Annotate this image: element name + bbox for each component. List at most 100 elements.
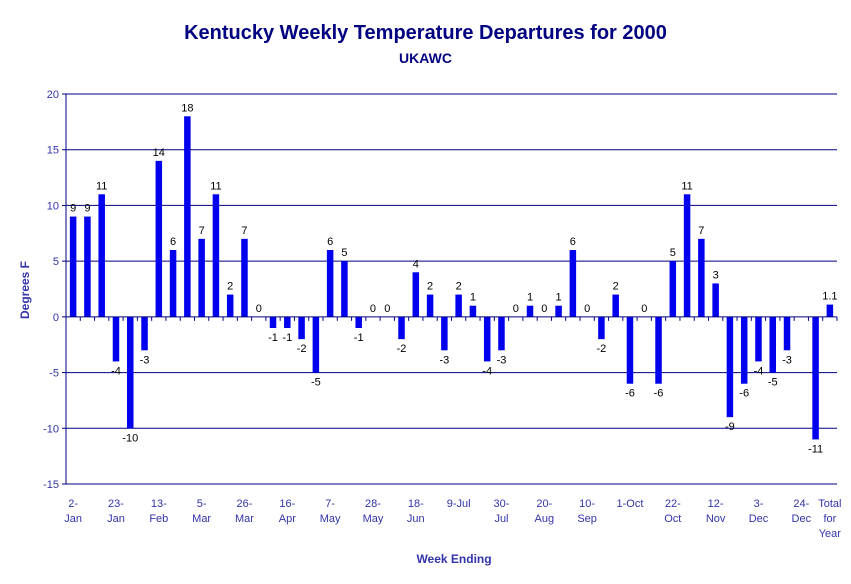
data-label: 7 [199,225,205,237]
data-label: -3 [782,354,792,366]
data-label: -3 [497,354,507,366]
bar [712,283,719,317]
x-tick-label: 12- [708,498,724,510]
x-tick-label: Oct [664,513,681,525]
data-label: 7 [241,225,247,237]
x-tick-label: 1-Oct [617,498,644,510]
data-label: 6 [327,236,333,248]
y-tick-label: -5 [49,368,59,380]
data-label: 2 [456,281,462,293]
y-tick-label: 20 [47,89,59,101]
x-tick-label: 26- [237,498,253,510]
x-tick-label: Jun [407,513,425,525]
bar [112,316,120,362]
bar [526,305,534,317]
chart-title: Kentucky Weekly Temperature Departures f… [184,22,667,44]
bar [212,194,220,317]
bar [284,316,291,328]
data-label: -2 [397,343,407,355]
data-label: 11 [681,180,692,192]
bar [626,316,634,384]
data-label: 2 [427,281,433,293]
data-label: 5 [341,247,347,259]
bar [127,316,134,429]
x-tick-label: Apr [279,513,296,525]
bar [312,316,320,373]
data-label: 0 [256,303,262,315]
data-label: 9 [84,203,90,215]
x-tick-label: 2- [68,498,78,510]
bar [469,305,477,317]
data-label: 4 [413,258,419,270]
data-label: -5 [311,377,321,389]
y-tick-label: 5 [53,256,59,268]
y-tick-label: 15 [47,145,59,157]
data-label: 1 [556,292,562,304]
bars [69,116,834,440]
data-label: 2 [227,281,233,293]
x-tick-label: 20- [536,498,552,510]
data-label: 18 [181,102,193,114]
bar [241,238,248,317]
x-tick-labels: 2- Jan 23- Jan 13- Feb 5- Mar 26- Mar 16- Apr 7- May 2… [64,498,841,540]
x-axis-title: Week Ending [416,552,491,566]
chart-subtitle: UKAWC [399,50,452,66]
x-tick-label: 28- [365,498,381,510]
data-label: 0 [370,303,376,315]
x-tick-label: Year [819,528,842,540]
data-label: 0 [584,303,590,315]
x-tick-label: for [823,513,836,525]
x-tick-label: 13- [151,498,167,510]
y-tick-label: -10 [43,423,59,435]
data-label: -10 [122,432,138,444]
x-tick-label: May [363,513,384,525]
bar [298,316,305,340]
bar [412,272,420,317]
data-label: 3 [713,269,719,281]
bar [441,316,448,351]
data-label: 1.1 [822,291,837,303]
data-label: -6 [625,388,635,400]
x-tick-label: Jan [107,513,125,525]
bar [198,238,205,317]
x-tick-label: 30- [494,498,510,510]
x-tick-label: May [320,513,341,525]
bar [655,316,662,384]
data-label: 1 [470,292,476,304]
data-label: 6 [170,236,176,248]
bar [355,316,362,328]
bar [669,261,677,317]
data-label: 11 [210,180,221,192]
y-tick-label: 0 [53,312,59,324]
data-label: -3 [439,354,449,366]
bar [141,316,148,351]
bar [683,194,691,317]
bar [755,316,762,362]
x-tick-label: 24- [793,498,809,510]
data-label: 11 [96,180,107,192]
bar [698,238,705,317]
data-label: -4 [482,365,492,377]
data-label: -9 [725,421,735,433]
bar [812,316,819,440]
data-label: -4 [754,365,764,377]
bar [155,160,163,317]
bar [598,316,605,340]
x-tick-label: Nov [706,513,726,525]
x-tick-label: Mar [192,513,211,525]
data-label: 14 [153,147,165,159]
bar [269,316,277,328]
bar [555,305,562,317]
bar [783,316,791,351]
bar [426,294,434,317]
bar [726,316,734,418]
x-tick-label: 9-Jul [447,498,471,510]
bar [69,216,77,317]
data-label: 0 [541,303,547,315]
x-tick-label: 16- [279,498,295,510]
bar [169,250,177,317]
y-tick-labels: 20 15 10 5 0 -5 -10 -15 [43,89,59,491]
data-label: -2 [597,343,607,355]
